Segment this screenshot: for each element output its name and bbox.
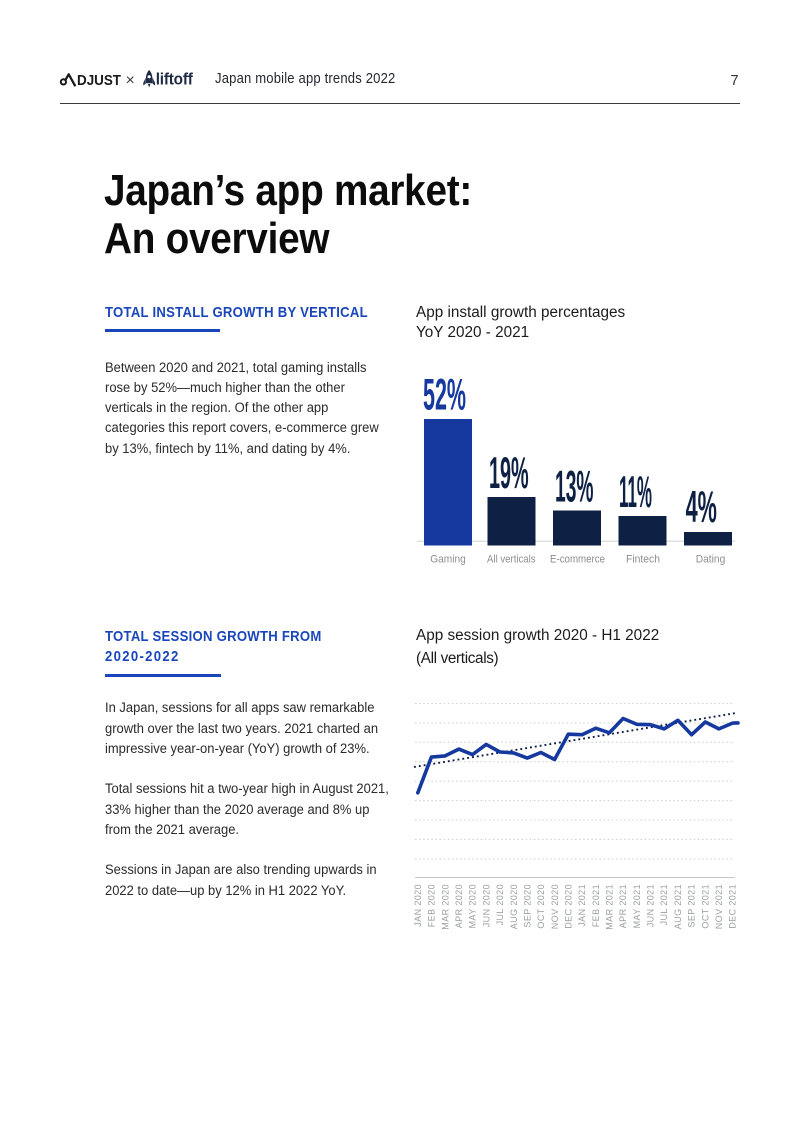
svg-text:52%: 52% — [423, 371, 466, 420]
svg-text:MAY 2021: MAY 2021 — [632, 884, 642, 928]
svg-text:SEP 2021: SEP 2021 — [687, 884, 697, 928]
svg-text:MAY 2020: MAY 2020 — [468, 884, 478, 928]
svg-text:4%: 4% — [686, 483, 717, 532]
svg-text:SEP 2020: SEP 2020 — [522, 884, 532, 928]
svg-text:APR 2020: APR 2020 — [454, 884, 464, 928]
svg-text:MAR 2021: MAR 2021 — [605, 884, 615, 930]
svg-text:JUN 2021: JUN 2021 — [646, 884, 656, 927]
svg-text:DEC 2021: DEC 2021 — [728, 884, 738, 929]
svg-text:DJUST: DJUST — [77, 73, 121, 89]
svg-text:JUL 2020: JUL 2020 — [495, 884, 505, 925]
svg-text:OCT 2020: OCT 2020 — [536, 884, 546, 929]
svg-text:liftoff: liftoff — [156, 70, 194, 88]
svg-text:MAR 2020: MAR 2020 — [440, 884, 450, 930]
svg-text:NOV 2021: NOV 2021 — [714, 884, 724, 929]
svg-text:Fintech: Fintech — [626, 554, 660, 566]
svg-text:Gaming: Gaming — [430, 554, 466, 566]
svg-text:NOV 2020: NOV 2020 — [550, 884, 560, 929]
svg-text:11%: 11% — [619, 468, 652, 517]
svg-text:All verticals: All verticals — [487, 554, 536, 566]
svg-text:JAN 2021: JAN 2021 — [577, 884, 587, 927]
svg-text:FEB 2020: FEB 2020 — [427, 884, 437, 927]
svg-text:19%: 19% — [489, 449, 529, 498]
svg-text:Dating: Dating — [696, 554, 726, 566]
svg-text:DEC 2020: DEC 2020 — [564, 884, 574, 929]
svg-text:13%: 13% — [555, 463, 594, 512]
svg-text:APR 2021: APR 2021 — [618, 884, 628, 928]
svg-text:AUG 2020: AUG 2020 — [509, 884, 519, 929]
svg-text:FEB 2021: FEB 2021 — [591, 884, 601, 927]
svg-text:JUN 2020: JUN 2020 — [481, 884, 491, 927]
svg-text:JAN 2020: JAN 2020 — [413, 884, 423, 927]
svg-text:JUL 2021: JUL 2021 — [659, 884, 669, 925]
svg-text:E-commerce: E-commerce — [550, 554, 605, 566]
svg-text:OCT 2021: OCT 2021 — [700, 884, 710, 929]
svg-text:AUG 2021: AUG 2021 — [673, 884, 683, 929]
